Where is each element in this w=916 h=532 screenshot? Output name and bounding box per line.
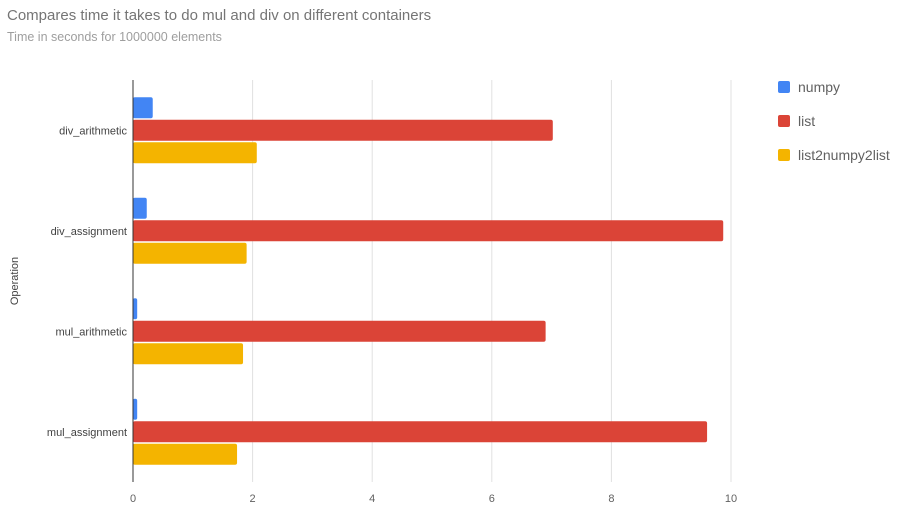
- x-tick-label-10: 10: [725, 493, 737, 505]
- x-tick-label-6: 6: [489, 493, 495, 505]
- bar-div_arithmetic-list2numpy2list: [133, 142, 257, 164]
- bar-div_assignment-list: [133, 220, 724, 242]
- legend-swatch-list: [778, 115, 790, 127]
- chart-subtitle: Time in seconds for 1000000 elements: [7, 30, 222, 44]
- x-tick-label-8: 8: [608, 493, 614, 505]
- legend-swatch-list2numpy2list: [778, 149, 790, 161]
- category-label-mul_arithmetic: mul_arithmetic: [55, 326, 127, 338]
- bar-mul_arithmetic-list2numpy2list: [133, 343, 244, 365]
- bar-div_arithmetic-list: [133, 119, 553, 141]
- legend-label-list2numpy2list: list2numpy2list: [798, 147, 890, 163]
- legend-label-list: list: [798, 113, 815, 129]
- chart-title: Compares time it takes to do mul and div…: [7, 7, 432, 24]
- bar-mul_arithmetic-list: [133, 320, 546, 342]
- y-axis-title: Operation: [9, 257, 21, 305]
- bar-div_arithmetic-numpy: [133, 97, 153, 119]
- bar-div_assignment-list2numpy2list: [133, 242, 247, 264]
- legend-label-numpy: numpy: [798, 79, 840, 95]
- bar-mul_assignment-list2numpy2list: [133, 443, 238, 465]
- x-tick-label-2: 2: [250, 493, 256, 505]
- category-label-div_assignment: div_assignment: [51, 226, 127, 238]
- category-label-mul_assignment: mul_assignment: [47, 427, 127, 439]
- bar-mul_assignment-list: [133, 421, 708, 443]
- bar-mul_assignment-numpy: [133, 398, 138, 420]
- bar-mul_arithmetic-numpy: [133, 298, 138, 320]
- bar-div_assignment-numpy: [133, 197, 147, 219]
- x-tick-label-4: 4: [369, 493, 375, 505]
- x-tick-label-0: 0: [130, 493, 136, 505]
- category-label-div_arithmetic: div_arithmetic: [59, 125, 127, 137]
- legend-swatch-numpy: [778, 81, 790, 93]
